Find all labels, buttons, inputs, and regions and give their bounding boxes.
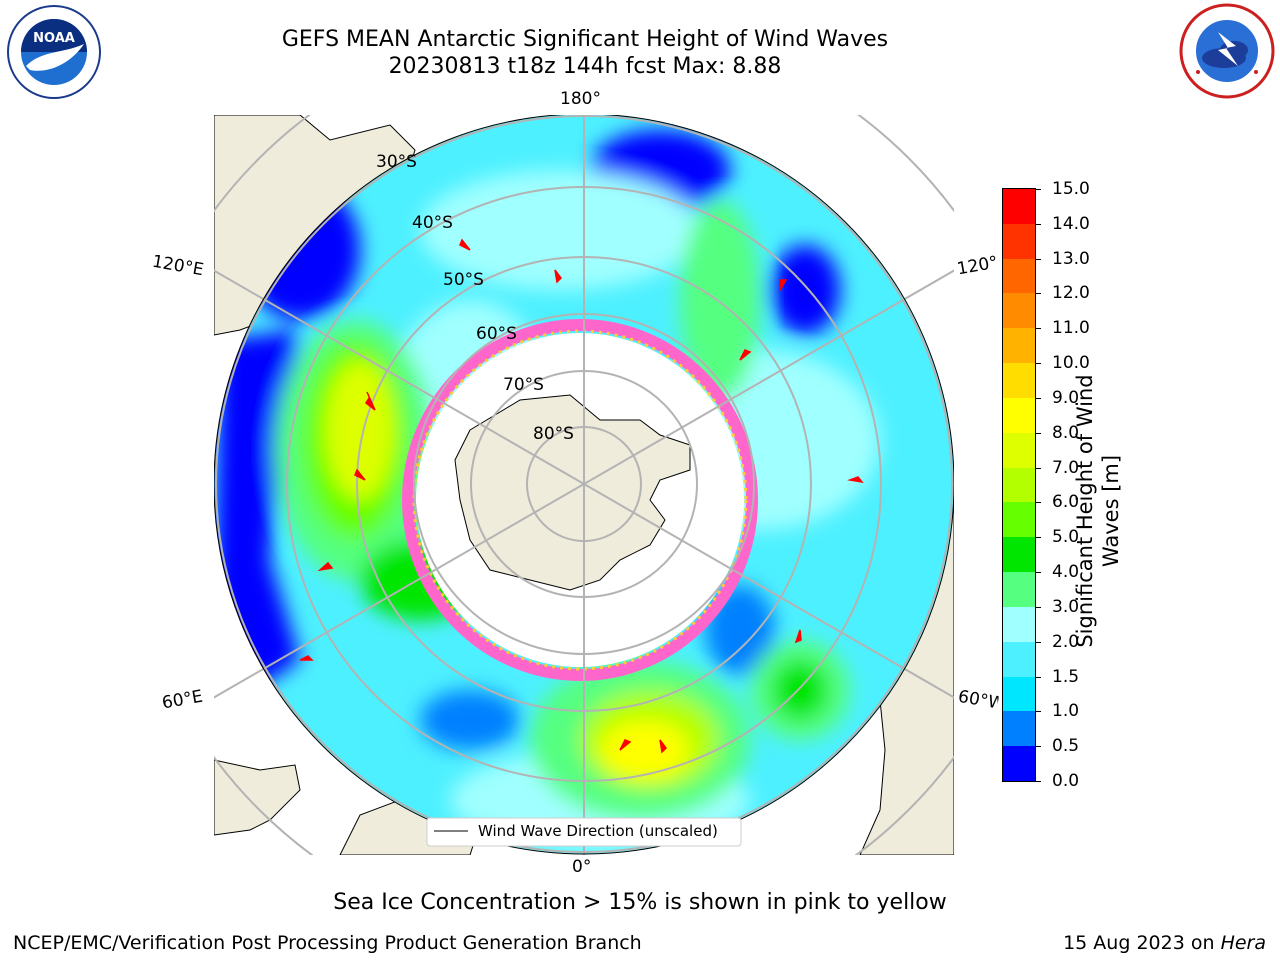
colorbar-tick-label: 14.0	[1052, 213, 1090, 234]
lat-label-30s: 30°S	[376, 152, 417, 172]
colorbar	[1002, 188, 1036, 782]
colorbar-band	[1003, 606, 1035, 642]
colorbar-band	[1003, 572, 1035, 607]
lon-label-upper-right: 120°	[955, 252, 1000, 280]
colorbar-tick-label: 11.0	[1052, 318, 1090, 339]
polar-map	[213, 114, 955, 856]
colorbar-tick-mark	[1035, 676, 1041, 678]
colorbar-tick-mark	[1035, 572, 1041, 574]
lon-label-top: 180°	[560, 89, 601, 109]
colorbar-tick-label: 1.5	[1052, 666, 1080, 687]
colorbar-tick-label: 13.0	[1052, 248, 1090, 269]
colorbar-tick-label: 1.0	[1052, 701, 1080, 722]
colorbar-band	[1003, 188, 1035, 224]
colorbar-tick-mark	[1035, 467, 1041, 469]
colorbar-label-line1: Significant Height of Wind	[1073, 374, 1097, 648]
colorbar-band	[1003, 676, 1035, 712]
colorbar-tick-label: 8.0	[1052, 422, 1080, 443]
sea-ice-note: Sea Ice Concentration > 15% is shown in …	[333, 890, 947, 915]
lat-label-60s: 60°S	[476, 324, 517, 344]
colorbar-tick-label: 10.0	[1052, 353, 1090, 374]
colorbar-tick-mark	[1035, 606, 1041, 608]
colorbar-band	[1003, 328, 1035, 364]
map-legend-box	[426, 817, 742, 847]
colorbar-band	[1003, 363, 1035, 398]
colorbar-tick-mark	[1035, 502, 1041, 504]
map-canvas	[214, 115, 954, 855]
colorbar-band	[1003, 711, 1035, 747]
colorbar-tick-label: 0.0	[1052, 771, 1080, 791]
colorbar-tick-mark	[1035, 781, 1041, 782]
colorbar-band	[1003, 397, 1035, 433]
wave-direction-arrows	[299, 238, 864, 754]
lon-label-upper-left: 120°E	[150, 251, 206, 281]
map-subtitle: 20230813 t18z 144h fcst Max: 8.88	[388, 54, 782, 79]
map-title: GEFS MEAN Antarctic Significant Height o…	[281, 27, 889, 52]
lat-label-40s: 40°S	[412, 213, 453, 233]
footer-branch: NCEP/EMC/Verification Post Processing Pr…	[13, 932, 642, 954]
colorbar-tick-label: 2.0	[1052, 631, 1080, 652]
colorbar-tick-label: 6.0	[1052, 492, 1080, 513]
colorbar-tick-label: 7.0	[1052, 457, 1080, 478]
colorbar-tick-mark	[1035, 537, 1041, 539]
noaa-logo: NOAA	[6, 4, 102, 100]
colorbar-tick-mark	[1035, 432, 1041, 434]
colorbar-tick-mark	[1035, 641, 1041, 643]
colorbar-tick-mark	[1035, 258, 1041, 260]
footer-date-text: 15 Aug 2023 on	[1063, 932, 1221, 954]
colorbar-label-line2: Waves [m]	[1099, 454, 1123, 568]
colorbar-tick-label: 9.0	[1052, 387, 1080, 408]
colorbar-tick-label: 5.0	[1052, 527, 1080, 548]
colorbar-band	[1003, 537, 1035, 573]
colorbar-tick-label: 12.0	[1052, 283, 1090, 304]
colorbar-tick-mark	[1035, 397, 1041, 399]
colorbar-tick-mark	[1035, 746, 1041, 748]
colorbar-tick-label: 3.0	[1052, 596, 1080, 617]
lon-label-bottom: 0°	[572, 857, 592, 877]
colorbar-band	[1003, 293, 1035, 329]
lon-label-lower-left: 60°E	[160, 686, 205, 714]
colorbar-tick-mark	[1035, 328, 1041, 330]
noaa-logo-text: NOAA	[33, 31, 75, 46]
lat-label-80s: 80°S	[533, 424, 574, 444]
lon-label-lower-right: 60°W	[956, 686, 1000, 714]
colorbar-tick-mark	[1035, 293, 1041, 295]
lat-label-70s: 70°S	[503, 375, 544, 395]
colorbar-tick-label: 0.5	[1052, 736, 1080, 757]
colorbar-label: Significant Height of Wind Waves [m]	[1072, 351, 1124, 671]
nws-logo	[1178, 2, 1276, 100]
colorbar-band	[1003, 641, 1035, 677]
lat-label-50s: 50°S	[443, 270, 484, 290]
colorbar-tick-label: 4.0	[1052, 562, 1080, 583]
footer-date: 15 Aug 2023 on Hera	[1063, 932, 1266, 954]
colorbar-band	[1003, 258, 1035, 294]
colorbar-tick-mark	[1035, 189, 1041, 190]
colorbar-tick-mark	[1035, 223, 1041, 225]
colorbar-tick-mark	[1035, 363, 1041, 365]
colorbar-tick-label: 15.0	[1052, 179, 1090, 199]
colorbar-band	[1003, 432, 1035, 468]
colorbar-band	[1003, 746, 1035, 781]
colorbar-band	[1003, 502, 1035, 538]
colorbar-tick-mark	[1035, 711, 1041, 713]
colorbar-band	[1003, 223, 1035, 259]
map-legend-text: Wind Wave Direction (unscaled)	[478, 822, 718, 840]
footer-host: Hera	[1220, 932, 1266, 954]
colorbar-band	[1003, 467, 1035, 503]
